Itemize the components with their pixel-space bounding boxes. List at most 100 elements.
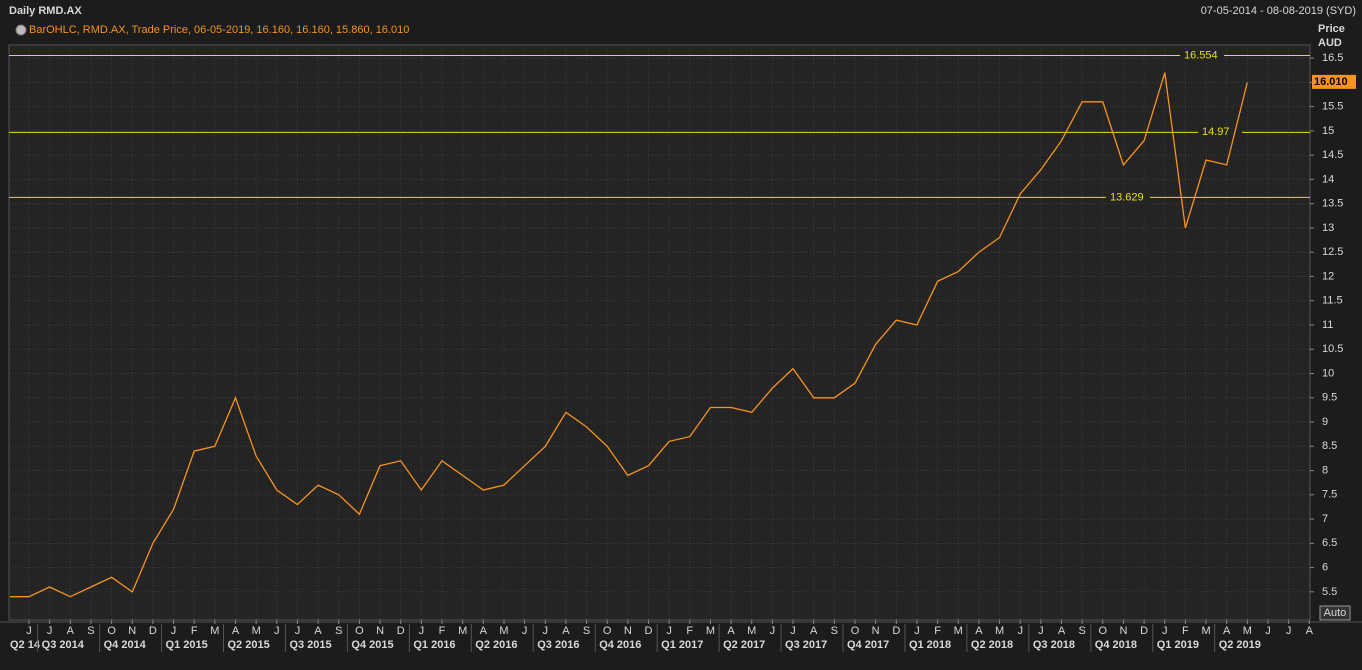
y-tick-label: 14.5 <box>1322 149 1343 161</box>
level-label-bg <box>1198 126 1242 139</box>
y-tick-label: 8.5 <box>1322 440 1337 452</box>
quarter-label: Q1 2015 <box>166 639 208 651</box>
x-tick-label: A <box>232 625 240 637</box>
plot-area <box>8 44 1311 621</box>
x-tick-label: A <box>562 625 570 637</box>
last-price-label: 16.010 <box>1314 76 1348 88</box>
x-tick-label: J <box>914 625 920 637</box>
quarter-label: Q1 2019 <box>1157 639 1199 651</box>
y-tick-label: 14 <box>1322 173 1334 185</box>
x-tick-label: N <box>624 625 632 637</box>
x-tick-label: M <box>954 625 963 637</box>
x-tick-label: D <box>892 625 900 637</box>
x-tick-label: O <box>355 625 364 637</box>
x-tick-label: M <box>458 625 467 637</box>
x-tick-label: O <box>851 625 860 637</box>
x-tick-label: N <box>376 625 384 637</box>
quarter-label: Q4 2014 <box>104 639 147 651</box>
x-tick-label: J <box>419 625 425 637</box>
quarter-label: Q4 2016 <box>599 639 641 651</box>
x-tick-label: A <box>480 625 488 637</box>
x-tick-label: S <box>583 625 590 637</box>
x-tick-label: J <box>171 625 177 637</box>
x-tick-label: A <box>727 625 735 637</box>
x-tick-label: O <box>107 625 116 637</box>
x-tick-label: J <box>543 625 549 637</box>
auto-button-label[interactable]: Auto <box>1324 607 1347 619</box>
x-tick-label: J <box>770 625 776 637</box>
x-tick-label: A <box>67 625 75 637</box>
auto-button[interactable] <box>1319 605 1351 621</box>
level-label: 14.97 <box>1202 126 1230 138</box>
quarter-label: Q2 2017 <box>723 639 765 651</box>
x-tick-label: S <box>831 625 838 637</box>
y-tick-label: 11 <box>1322 319 1333 331</box>
x-tick-label: F <box>934 625 941 637</box>
x-tick-label: D <box>645 625 653 637</box>
x-tick-label: M <box>499 625 508 637</box>
quarter-label: Q3 2015 <box>289 639 331 651</box>
x-tick-label: J <box>295 625 301 637</box>
quarter-label: Q4 2017 <box>847 639 889 651</box>
quarter-label: Q2 14 <box>10 639 41 651</box>
chart-title: Daily RMD.AX <box>9 5 82 17</box>
y-tick-label: 6.5 <box>1322 537 1337 549</box>
x-tick-label: N <box>1119 625 1127 637</box>
quarter-label: Q4 2015 <box>351 639 393 651</box>
x-tick-label: S <box>335 625 342 637</box>
y-tick-label: 10.5 <box>1322 343 1343 355</box>
x-tick-label: M <box>1201 625 1210 637</box>
x-tick-label: J <box>274 625 280 637</box>
quarter-label: Q3 2018 <box>1033 639 1075 651</box>
x-tick-label: D <box>1140 625 1148 637</box>
level-label-bg <box>1106 191 1150 204</box>
quarter-label: Q3 2014 <box>42 639 85 651</box>
x-tick-label: J <box>1038 625 1044 637</box>
y-tick-label: 16.5 <box>1322 52 1343 64</box>
y-tick-label: 12 <box>1322 270 1334 282</box>
x-tick-label: A <box>975 625 983 637</box>
y-tick-label: 5.5 <box>1322 586 1337 598</box>
level-label: 13.629 <box>1110 191 1144 203</box>
quarter-label: Q2 2018 <box>971 639 1013 651</box>
quarter-label: Q3 2017 <box>785 639 827 651</box>
quarter-label: Q1 2017 <box>661 639 703 651</box>
level-label: 16.554 <box>1184 49 1218 61</box>
y-tick-label: 10 <box>1322 367 1334 379</box>
legend-icon[interactable] <box>15 24 27 36</box>
x-tick-label: M <box>210 625 219 637</box>
x-tick-label: S <box>87 625 94 637</box>
quarter-label: Q2 2016 <box>475 639 517 651</box>
last-price-tag <box>1312 74 1356 89</box>
x-tick-label: D <box>149 625 157 637</box>
x-tick-label: A <box>314 625 322 637</box>
y-tick-label: 12.5 <box>1322 246 1343 258</box>
date-range: 07-05-2014 - 08-08-2019 (SYD) <box>1201 5 1356 17</box>
x-tick-label: J <box>1017 625 1023 637</box>
x-tick-label: S <box>1078 625 1085 637</box>
y-tick-label: 15.5 <box>1322 101 1343 113</box>
y-axis-label: Price <box>1318 23 1345 35</box>
x-tick-label: A <box>810 625 818 637</box>
x-tick-label: J <box>1286 625 1292 637</box>
x-tick-label: M <box>1243 625 1252 637</box>
price-line <box>10 72 1248 598</box>
x-tick-label: N <box>128 625 136 637</box>
x-tick-label: M <box>706 625 715 637</box>
x-tick-label: A <box>1306 625 1314 637</box>
x-tick-label: J <box>522 625 528 637</box>
x-tick-label: F <box>1182 625 1189 637</box>
y-tick-label: 6 <box>1322 562 1328 574</box>
y-tick-label: 7.5 <box>1322 489 1337 501</box>
x-tick-label: A <box>1058 625 1066 637</box>
quarter-label: Q3 2016 <box>537 639 579 651</box>
x-tick-label: D <box>397 625 405 637</box>
x-tick-label: J <box>790 625 796 637</box>
x-tick-label: J <box>1265 625 1271 637</box>
x-tick-label: M <box>252 625 261 637</box>
y-tick-label: 11.5 <box>1322 295 1343 307</box>
quarter-label: Q2 2019 <box>1219 639 1261 651</box>
x-tick-label: O <box>1099 625 1108 637</box>
